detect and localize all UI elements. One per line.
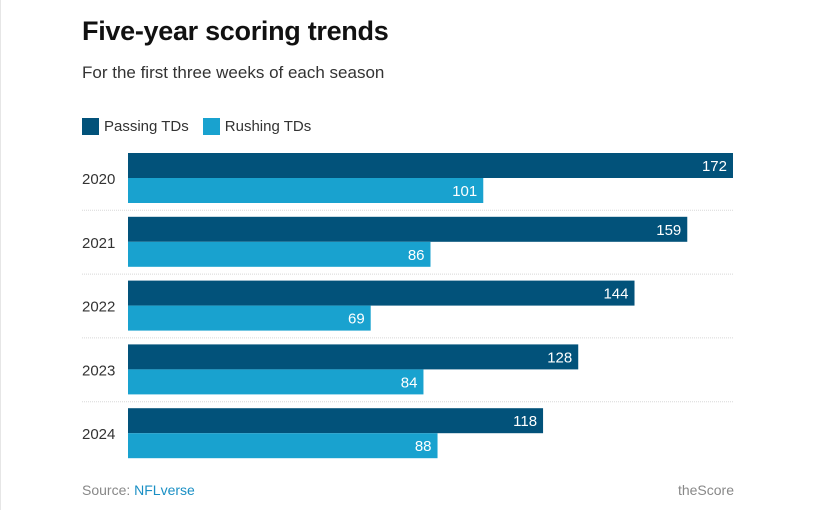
chart-title: Five-year scoring trends: [82, 16, 389, 46]
bar-passing: [128, 216, 688, 242]
bar-passing: [128, 344, 579, 370]
source-link[interactable]: NFLverse: [134, 482, 195, 498]
legend-label-passing: Passing TDs: [104, 118, 189, 135]
category-label: 2024: [82, 426, 115, 443]
data-label: 118: [513, 413, 537, 430]
category-label: 2021: [82, 235, 115, 252]
category-label: 2022: [82, 299, 115, 316]
data-label: 172: [702, 158, 727, 175]
data-label: 144: [603, 286, 628, 303]
legend: Passing TDs Rushing TDs: [82, 118, 311, 135]
left-border: [0, 0, 1, 510]
data-label: 84: [401, 374, 418, 391]
data-label: 69: [348, 311, 365, 328]
legend-item-passing: Passing TDs: [82, 118, 189, 135]
bar-rushing: [128, 305, 371, 331]
chart-subtitle: For the first three weeks of each season: [82, 63, 385, 82]
category-label: 2023: [82, 362, 115, 379]
bar-passing: [128, 280, 635, 306]
data-label: 86: [408, 247, 425, 264]
legend-swatch-passing: [82, 118, 99, 135]
data-label: 128: [547, 349, 572, 366]
data-label: 101: [452, 183, 477, 200]
bar-passing: [128, 408, 544, 434]
bar-passing: [128, 153, 733, 178]
brand-credit: theScore: [677, 482, 734, 498]
source-label: Source:: [82, 482, 135, 498]
data-label: 88: [415, 438, 432, 455]
legend-label-rushing: Rushing TDs: [224, 118, 312, 135]
data-label: 159: [656, 222, 681, 239]
bar-rushing: [128, 241, 431, 267]
bar-rushing: [128, 369, 424, 395]
legend-item-rushing: Rushing TDs: [202, 118, 312, 135]
legend-swatch-rushing: [202, 118, 220, 135]
category-label: 2020: [82, 171, 115, 188]
bar-rushing: [128, 178, 484, 203]
source-note: Source: NFLverse: [82, 482, 195, 498]
bar-rushing: [128, 433, 438, 459]
